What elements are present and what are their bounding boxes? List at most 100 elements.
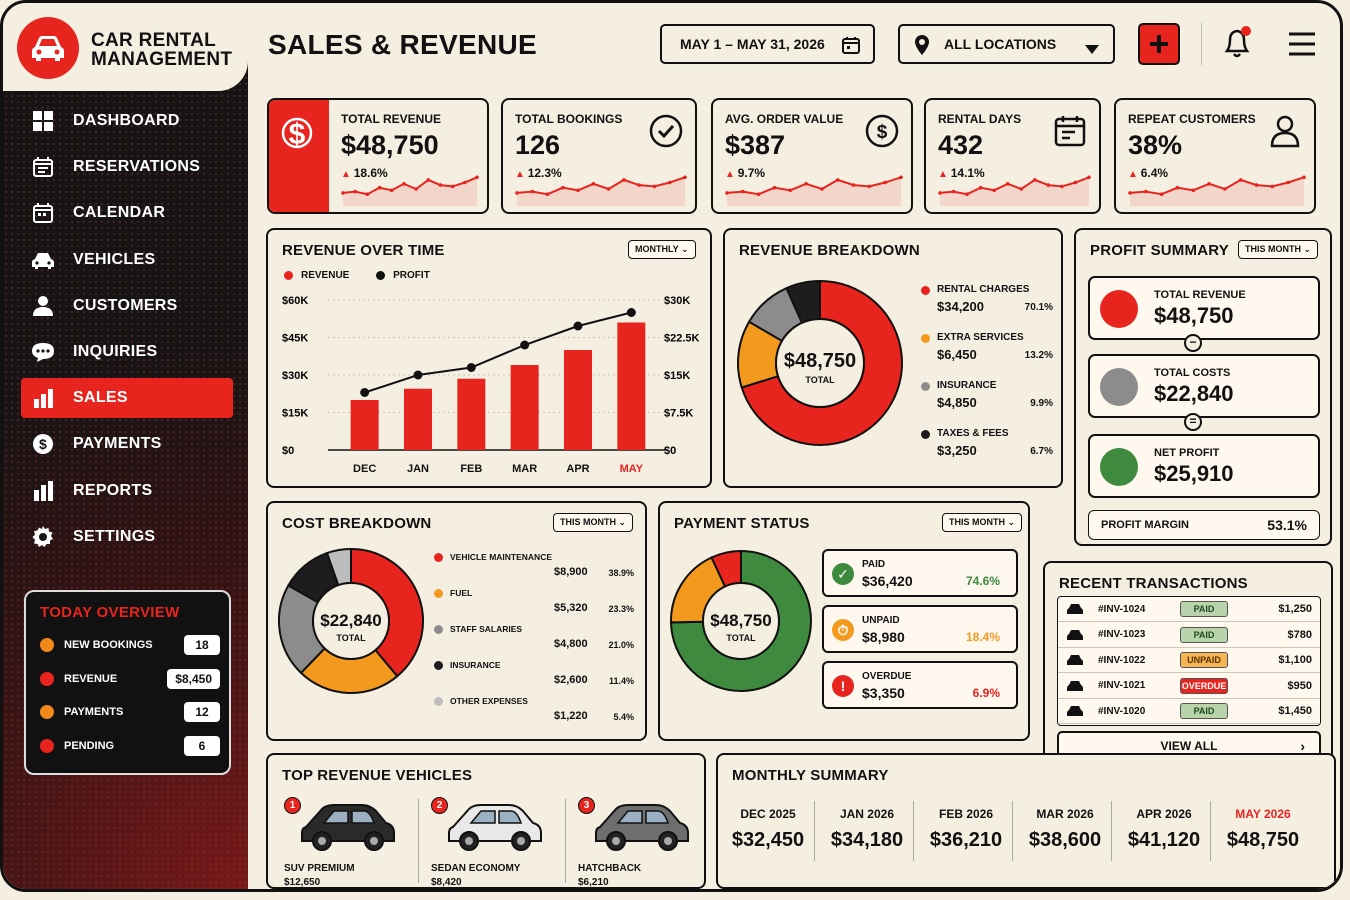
- table-row[interactable]: #INV-1022 UNPAID $1,100: [1058, 648, 1320, 673]
- sidebar-item-calendar[interactable]: CALENDAR: [21, 193, 233, 233]
- kpi-label: AVG. ORDER VALUE: [725, 112, 844, 126]
- profit-period-select[interactable]: THIS MONTH ⌄: [1238, 240, 1319, 259]
- cost-pct: 5.4%: [613, 712, 634, 722]
- cost-breakdown-title: COST BREAKDOWN: [282, 515, 432, 532]
- sidebar-item-label: INQUIRIES: [73, 342, 158, 360]
- donut-hole: [702, 582, 780, 660]
- cost-label: STAFF SALARIES: [450, 624, 523, 634]
- sidebar-item-label: RESERVATIONS: [73, 158, 201, 176]
- y2-tick-label: $15K: [664, 370, 690, 382]
- header-divider: [1201, 23, 1202, 65]
- cost-legend-item: STAFF SALARIES $4,800 21.0%: [434, 621, 640, 657]
- sidebar-item-dashboard[interactable]: DASHBOARD: [21, 101, 233, 141]
- cost-value: $2,600: [554, 674, 588, 686]
- summary-value: $48,750: [1226, 829, 1300, 851]
- svg-text:$: $: [877, 122, 888, 143]
- summary-month: FEB 2026: [938, 807, 994, 821]
- today-overview-title: TODAY OVERVIEW: [40, 604, 180, 621]
- location-select[interactable]: ALL LOCATIONS: [898, 24, 1115, 64]
- profit-summary-card: PROFIT SUMMARY THIS MONTH ⌄ TOTAL REVENU…: [1074, 228, 1332, 546]
- main-content: SALES & REVENUE MAY 1 – MAY 31, 2026 ALL…: [248, 3, 1340, 889]
- sidebar-item-label: PAYMENTS: [73, 435, 162, 453]
- recent-transactions-card: RECENT TRANSACTIONS #INV-1024 PAID $1,250 #…: [1043, 561, 1333, 771]
- kpi-icon-panel: $: [269, 100, 329, 212]
- transaction-amount: $1,250: [1278, 603, 1312, 615]
- revenue-icon: [1100, 290, 1138, 328]
- payment-paid-box: ✓ PAID $36,420 74.6%: [822, 549, 1018, 597]
- notifications-button[interactable]: [1221, 25, 1255, 61]
- sidebar-nav: DASHBOARD RESERVATIONS CALENDAR VEHICLES CUS…: [21, 101, 233, 563]
- payment-period-select[interactable]: THIS MONTH ⌄: [942, 513, 1023, 532]
- vehicle-item[interactable]: 1 SUV PREMIUM $12,650: [284, 797, 424, 889]
- table-row[interactable]: #INV-1021 OVERDUE $950: [1058, 674, 1320, 699]
- calendar-list-icon: [31, 155, 55, 179]
- vehicle-name: SUV PREMIUM: [284, 863, 355, 874]
- location-label: ALL LOCATIONS: [944, 36, 1057, 52]
- monthly-summary-item: DEC 2025 $32,450: [718, 807, 818, 852]
- kpi-value: $48,750: [341, 130, 439, 160]
- payment-value: $3,350: [862, 685, 905, 701]
- y2-tick-label: $22.5K: [664, 333, 700, 345]
- total-costs-box: TOTAL COSTS $22,840: [1088, 354, 1320, 418]
- cost-label: FUEL: [450, 588, 473, 598]
- profit-point: [466, 363, 476, 372]
- menu-button[interactable]: [1288, 31, 1316, 57]
- sidebar-item-sales[interactable]: SALES: [21, 378, 233, 419]
- sidebar-item-reservations[interactable]: RESERVATIONS: [21, 147, 233, 187]
- revenue-bar: [404, 388, 432, 450]
- net-profit-box: NET PROFIT $25,910: [1088, 434, 1320, 498]
- car-icon: [1066, 679, 1084, 696]
- legend-swatch: [921, 286, 930, 295]
- table-row[interactable]: #INV-1024 PAID $1,250: [1058, 597, 1320, 622]
- add-button[interactable]: [1138, 23, 1180, 65]
- sidebar-item-customers[interactable]: CUSTOMERS: [21, 286, 233, 326]
- monthly-summary-title: MONTHLY SUMMARY: [732, 767, 889, 784]
- status-badge: PAID: [1180, 703, 1228, 719]
- breakdown-value: $3,250: [937, 443, 977, 458]
- date-range-picker[interactable]: MAY 1 – MAY 31, 2026: [660, 24, 875, 64]
- vehicle-divider: [418, 799, 419, 883]
- sidebar-item-vehicles[interactable]: VEHICLES: [21, 240, 233, 280]
- breakdown-label: RENTAL CHARGES: [937, 284, 1030, 295]
- car-icon: [1066, 602, 1084, 619]
- table-row[interactable]: #INV-1020 PAID $1,450: [1058, 699, 1320, 724]
- vehicle-item[interactable]: 2 SEDAN ECONOMY $8,420: [431, 797, 571, 889]
- sidebar-item-label: VEHICLES: [73, 250, 156, 268]
- calendar-icon: [841, 35, 861, 58]
- bar-chart-icon: [31, 386, 55, 410]
- payment-status-donut: [669, 549, 812, 692]
- payment-status-title: PAYMENT STATUS: [674, 515, 810, 532]
- table-row[interactable]: #INV-1023 PAID $780: [1058, 623, 1320, 648]
- sidebar-item-inquiries[interactable]: INQUIRIES: [21, 332, 233, 372]
- payment-donut-center: $48,750 TOTAL: [666, 611, 816, 643]
- period-select[interactable]: MONTHLY ⌄: [628, 240, 696, 259]
- kpi-change: 9.7%: [725, 166, 765, 180]
- top-vehicles-title: TOP REVENUE VEHICLES: [282, 767, 473, 784]
- date-range-label: MAY 1 – MAY 31, 2026: [680, 36, 825, 52]
- brand: CAR RENTAL MANAGEMENT: [3, 3, 248, 91]
- vehicle-item[interactable]: 3 HATCHBACK $6,210: [578, 797, 718, 889]
- monthly-summary-item: JAN 2026 $34,180: [817, 807, 917, 852]
- legend-swatch: [921, 334, 930, 343]
- today-row-value: 12: [184, 702, 220, 722]
- breakdown-pct: 13.2%: [1024, 350, 1053, 361]
- chat-icon: [31, 340, 55, 364]
- transaction-amount: $1,100: [1278, 654, 1312, 666]
- revenue-bar: [617, 322, 646, 450]
- sidebar-item-label: CALENDAR: [73, 204, 166, 222]
- cost-value: $1,220: [554, 710, 588, 722]
- app-title-line2: MANAGEMENT: [91, 49, 233, 70]
- car-icon: [1066, 628, 1084, 645]
- vehicle-revenue: $12,650: [284, 877, 321, 888]
- sidebar-item-reports[interactable]: REPORTS: [21, 471, 233, 511]
- breakdown-legend-item: TAXES & FEES $3,250 6.7%: [921, 426, 1053, 474]
- chevron-right-icon: ›: [1300, 738, 1305, 754]
- cost-period-select[interactable]: THIS MONTH ⌄: [553, 513, 634, 532]
- calendar-icon: [31, 201, 55, 225]
- kpi-label: REPEAT CUSTOMERS: [1128, 112, 1256, 126]
- breakdown-value: $34,200: [937, 299, 984, 314]
- vehicle-name: SEDAN ECONOMY: [431, 863, 521, 874]
- sidebar-item-settings[interactable]: SETTINGS: [21, 517, 233, 557]
- sidebar-item-payments[interactable]: $ PAYMENTS: [21, 424, 233, 464]
